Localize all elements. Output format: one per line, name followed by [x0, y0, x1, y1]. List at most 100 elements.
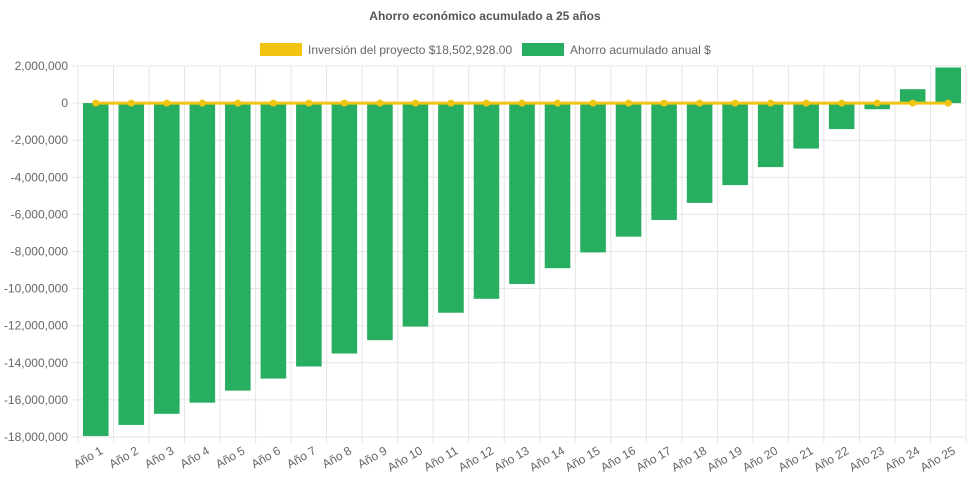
legend-swatch-investment: [260, 43, 302, 56]
investment-point-23[interactable]: [873, 99, 881, 107]
investment-point-25[interactable]: [944, 99, 952, 107]
legend-swatch-savings: [522, 43, 564, 56]
investment-point-5[interactable]: [234, 99, 242, 107]
investment-point-6[interactable]: [269, 99, 277, 107]
grid: [72, 65, 967, 443]
y-tick-label: -4,000,000: [11, 170, 69, 184]
x-tick-label: Año 20: [740, 443, 780, 474]
legend-item-investment[interactable]: Inversión del proyecto $18,502,928.00: [260, 43, 512, 57]
line-series: [92, 99, 952, 107]
x-axis: Año 1 Año 2 Año 3 Año 4 Año 5 Año 6 Año 7 Año 8…: [71, 443, 958, 474]
investment-point-8[interactable]: [340, 99, 348, 107]
bar-12[interactable]: [473, 103, 500, 299]
y-axis: 2,000,000 0 -2,000,000 -4,000,000 -6,000,000…: [4, 59, 68, 444]
investment-point-24[interactable]: [909, 99, 917, 107]
bar-8[interactable]: [331, 103, 358, 354]
investment-point-10[interactable]: [411, 99, 419, 107]
bar-15[interactable]: [580, 103, 606, 253]
x-tick-label: Año 12: [456, 443, 496, 474]
bar-13[interactable]: [509, 103, 535, 284]
y-tick-label: -2,000,000: [11, 133, 69, 147]
legend-label-savings: Ahorro acumulado anual $: [570, 43, 711, 57]
x-tick-label: Año 25: [918, 443, 958, 474]
investment-point-18[interactable]: [696, 99, 704, 107]
investment-point-17[interactable]: [660, 99, 668, 107]
bar-9[interactable]: [367, 103, 393, 341]
investment-point-9[interactable]: [376, 99, 384, 107]
bar-7[interactable]: [296, 103, 322, 367]
investment-point-11[interactable]: [447, 99, 455, 107]
x-tick-label: Año 3: [142, 443, 176, 471]
bar-19[interactable]: [722, 103, 748, 186]
y-tick-label: -18,000,000: [4, 430, 68, 444]
x-tick-label: Año 13: [492, 443, 532, 474]
investment-point-1[interactable]: [92, 99, 100, 107]
x-tick-label: Año 23: [847, 443, 887, 474]
investment-point-20[interactable]: [767, 99, 775, 107]
investment-point-4[interactable]: [198, 99, 206, 107]
bar-10[interactable]: [402, 103, 429, 327]
investment-point-15[interactable]: [589, 99, 597, 107]
investment-point-7[interactable]: [305, 99, 313, 107]
y-tick-label: 0: [61, 96, 68, 110]
investment-point-13[interactable]: [518, 99, 526, 107]
y-tick-label: -6,000,000: [11, 207, 69, 221]
x-tick-label: Año 5: [213, 443, 247, 471]
x-tick-label: Año 10: [385, 443, 425, 474]
bar-2[interactable]: [118, 103, 145, 425]
bar-1[interactable]: [82, 103, 109, 437]
bar-11[interactable]: [438, 103, 464, 313]
investment-point-16[interactable]: [625, 99, 633, 107]
x-tick-label: Año 24: [882, 443, 922, 474]
bar-22[interactable]: [828, 103, 855, 130]
x-tick-label: Año 6: [249, 443, 283, 471]
x-tick-label: Año 15: [563, 443, 603, 474]
bar-series: [82, 67, 962, 437]
legend-item-savings[interactable]: Ahorro acumulado anual $: [522, 43, 711, 57]
bar-20[interactable]: [757, 103, 784, 168]
x-tick-label: Año 22: [811, 443, 851, 474]
bar-18[interactable]: [686, 103, 713, 203]
investment-point-22[interactable]: [838, 99, 846, 107]
bar-25[interactable]: [935, 67, 962, 104]
x-tick-label: Año 16: [598, 443, 638, 474]
chart-title: Ahorro económico acumulado a 25 años: [369, 9, 601, 23]
x-tick-label: Año 9: [355, 443, 389, 471]
x-tick-label: Año 1: [71, 443, 105, 471]
bar-6[interactable]: [260, 103, 287, 379]
y-tick-label: -8,000,000: [11, 245, 69, 259]
x-tick-label: Año 17: [634, 443, 674, 474]
x-tick-label: Año 8: [320, 443, 354, 471]
bar-14[interactable]: [544, 103, 571, 269]
x-tick-label: Año 7: [284, 443, 318, 471]
bar-17[interactable]: [651, 103, 677, 220]
legend: Inversión del proyecto $18,502,928.00 Ah…: [260, 43, 711, 57]
investment-point-19[interactable]: [731, 99, 739, 107]
investment-point-21[interactable]: [802, 99, 810, 107]
y-tick-label: -16,000,000: [4, 393, 68, 407]
bar-5[interactable]: [225, 103, 251, 391]
bar-16[interactable]: [615, 103, 642, 237]
bar-21[interactable]: [793, 103, 819, 149]
legend-label-investment: Inversión del proyecto $18,502,928.00: [308, 43, 512, 57]
y-tick-label: -14,000,000: [4, 356, 68, 370]
y-tick-label: -12,000,000: [4, 319, 68, 333]
x-tick-label: Año 14: [527, 443, 567, 474]
y-tick-label: 2,000,000: [15, 59, 69, 73]
x-tick-label: Año 19: [705, 443, 745, 474]
bar-24[interactable]: [899, 89, 926, 104]
x-tick-label: Año 2: [107, 443, 141, 471]
x-tick-label: Año 18: [669, 443, 709, 474]
y-tick-label: -10,000,000: [4, 282, 68, 296]
x-tick-label: Año 21: [776, 443, 816, 474]
investment-point-12[interactable]: [482, 99, 490, 107]
investment-point-2[interactable]: [127, 99, 135, 107]
bar-3[interactable]: [154, 103, 180, 414]
investment-point-14[interactable]: [554, 99, 562, 107]
x-tick-label: Año 4: [178, 443, 212, 471]
bar-4[interactable]: [189, 103, 216, 403]
investment-point-3[interactable]: [163, 99, 171, 107]
x-tick-label: Año 11: [421, 443, 460, 474]
